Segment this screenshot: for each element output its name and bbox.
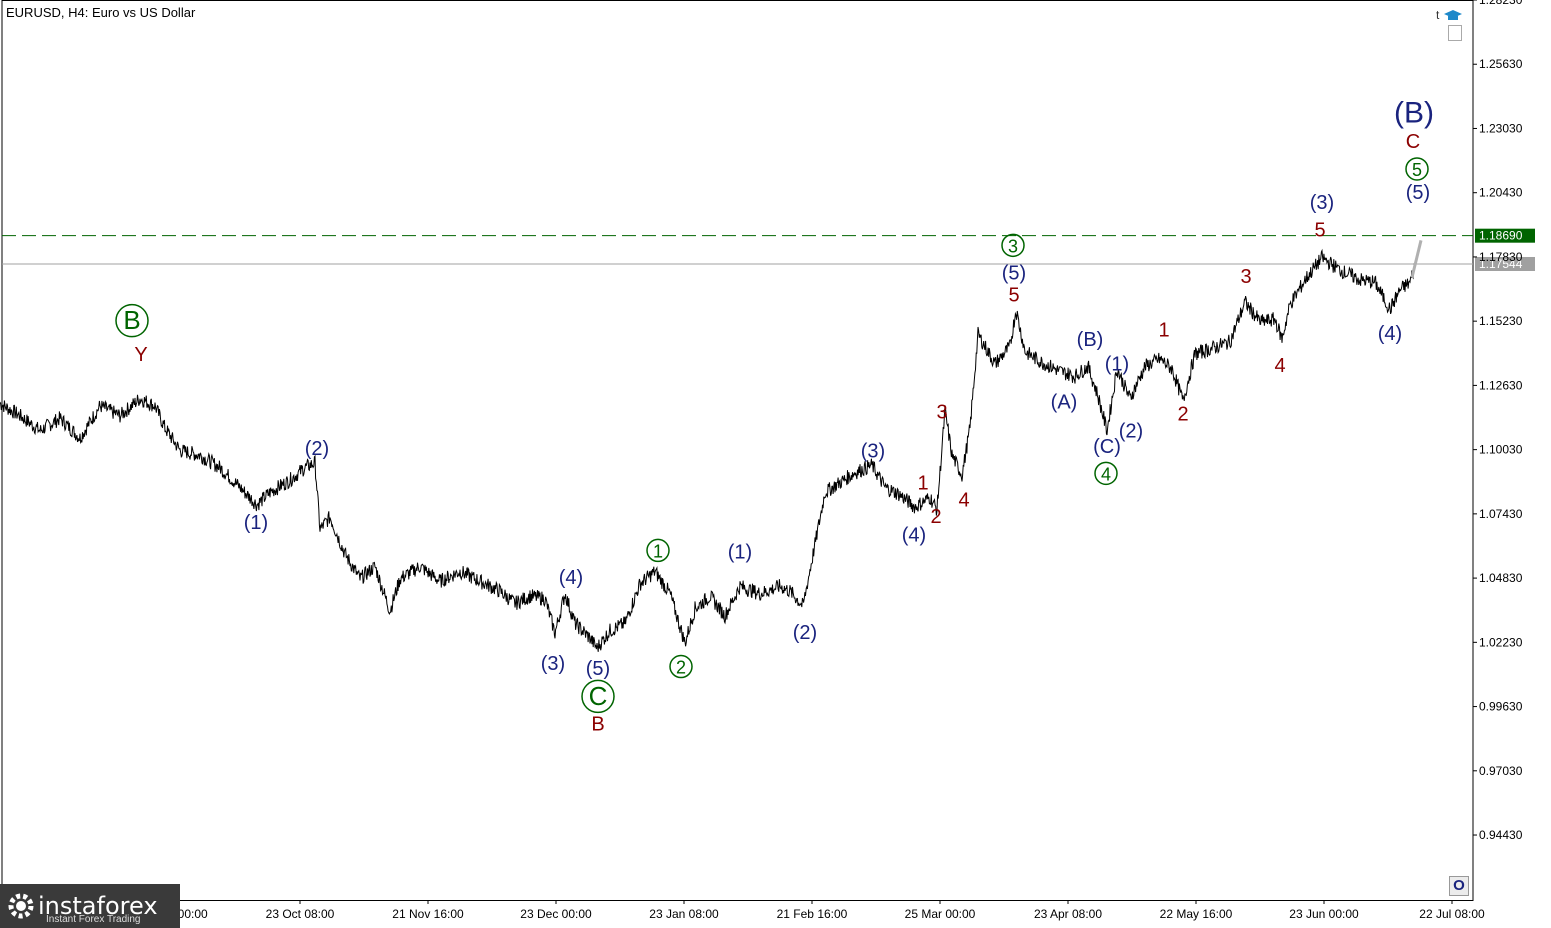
wave-label: (C): [1093, 436, 1121, 458]
y-tick-label: 0.99630: [1479, 700, 1523, 714]
x-tick-label: 23 Dec 00:00: [520, 907, 592, 921]
wave-label: (3): [541, 653, 565, 675]
y-tick-label: 0.94430: [1479, 828, 1523, 842]
wave-label: C: [589, 681, 608, 711]
wave-label: (5): [1002, 262, 1026, 284]
wave-label: 5: [1008, 285, 1019, 307]
wave-label: B: [123, 305, 140, 335]
x-tick-label: 22 May 16:00: [1160, 907, 1233, 921]
y-tick-label: 0.97030: [1479, 764, 1523, 778]
wave-label-circle: [1094, 461, 1118, 486]
x-tick-label: 23 Oct 08:00: [266, 907, 335, 921]
wave-label: 2: [676, 658, 686, 678]
wave-label-circle: [1001, 233, 1025, 258]
chart-axes: [1, 0, 1474, 901]
auto-scroll-button[interactable]: O: [1449, 876, 1469, 896]
wave-label: B: [591, 714, 604, 736]
projection-line: [1410, 240, 1423, 278]
price-level-tag: [1475, 256, 1535, 271]
wave-label: 4: [958, 489, 969, 511]
wave-label: 4: [1274, 355, 1285, 377]
x-tick-label: 23 Apr 08:00: [1034, 907, 1102, 921]
wave-label: 2: [1177, 403, 1188, 425]
wave-label: 1: [917, 472, 928, 494]
y-tick-label: 1.23030: [1479, 121, 1523, 135]
price-levels: 1.18690 1.17544: [2, 228, 1535, 271]
one-click-trading-text: t: [1436, 8, 1440, 22]
x-tick-label: 21 Feb 16:00: [777, 907, 848, 921]
wave-label-circle: [581, 679, 615, 714]
wave-label: 1: [653, 541, 663, 561]
wave-label: (5): [1406, 182, 1430, 204]
y-tick-label: 1.17830: [1479, 250, 1523, 264]
wave-label-circle: [1405, 157, 1429, 181]
wave-label: (3): [861, 440, 885, 462]
y-tick-label: 1.04830: [1479, 571, 1523, 585]
wave-label: (4): [559, 567, 583, 589]
y-tick-label: 1.02230: [1479, 635, 1523, 649]
y-tick-label: 1.15230: [1479, 314, 1523, 328]
wave-label: 5: [1412, 160, 1422, 180]
wave-label: 2: [930, 506, 941, 528]
y-tick-label: 1.25630: [1479, 57, 1523, 71]
price-level-tag: [1475, 228, 1535, 243]
wave-label: 3: [1240, 266, 1251, 288]
x-tick-label: 22 Jul 08:00: [1419, 907, 1485, 921]
logo-name: instaforex: [38, 892, 158, 920]
wave-label: 3: [1008, 236, 1018, 256]
wave-label: Y: [134, 344, 147, 366]
wave-label: 1: [1158, 319, 1169, 341]
top-right-icons[interactable]: t: [1436, 8, 1463, 41]
wave-label: (2): [793, 622, 817, 644]
wave-label: (2): [305, 438, 329, 460]
wave-label-circle: [646, 538, 670, 563]
y-tick-label: 1.10030: [1479, 443, 1523, 457]
x-tick-label: 25 Mar 00:00: [905, 907, 976, 921]
price-series: [0, 240, 1423, 652]
trash-icon[interactable]: [1448, 24, 1462, 41]
price-level-label: 1.18690: [1479, 229, 1523, 243]
wave-label: (4): [902, 524, 926, 546]
wave-label: 4: [1101, 464, 1111, 484]
logo-tagline: Instant Forex Trading: [46, 914, 141, 925]
price-level-label: 1.17544: [1479, 257, 1523, 271]
wave-label-circle: [669, 654, 693, 679]
price-line: [0, 248, 1416, 652]
graduation-cap-icon[interactable]: [1443, 9, 1463, 23]
wave-labels: BY(2)(1)(4)(3) (5)CB12(1)(2)(3)(4)12343(5…: [115, 96, 1434, 736]
y-tick-label: 1.20430: [1479, 186, 1523, 200]
wave-label: (2): [1119, 421, 1143, 443]
wave-label: (1): [244, 512, 268, 534]
wave-label: (B): [1077, 329, 1104, 351]
wave-label: (1): [728, 542, 752, 564]
y-tick-label: 1.28230: [1479, 0, 1523, 7]
x-tick-label: 23 Jun 00:00: [1289, 907, 1359, 921]
x-tick-label: 23 Jan 08:00: [649, 907, 719, 921]
wave-label: (B): [1394, 96, 1434, 129]
wave-label-circle: [115, 303, 149, 338]
wave-label: 5: [1314, 219, 1325, 241]
wave-label: (1): [1105, 353, 1129, 375]
plot-frame: [1, 0, 1474, 901]
instaforex-logo: instaforex Instant Forex Trading: [0, 884, 180, 928]
y-axis-ticks: 1.28230 1.25630 1.23030 1.20430 1.17830 1.152…: [1473, 0, 1523, 842]
chart-title: EURUSD, H4: Euro vs US Dollar: [6, 5, 196, 20]
wave-label: (3): [1310, 192, 1334, 214]
y-tick-label: 1.07430: [1479, 507, 1523, 521]
gear-icon: [8, 893, 34, 919]
wave-label: (4): [1378, 323, 1402, 345]
wave-label: 3: [936, 402, 947, 424]
wave-label: C: [1406, 131, 1420, 153]
y-tick-label: 1.12630: [1479, 378, 1523, 392]
wave-label: (A): [1051, 392, 1078, 414]
wave-label: (5): [586, 658, 610, 680]
x-tick-label: 21 Nov 16:00: [392, 907, 464, 921]
